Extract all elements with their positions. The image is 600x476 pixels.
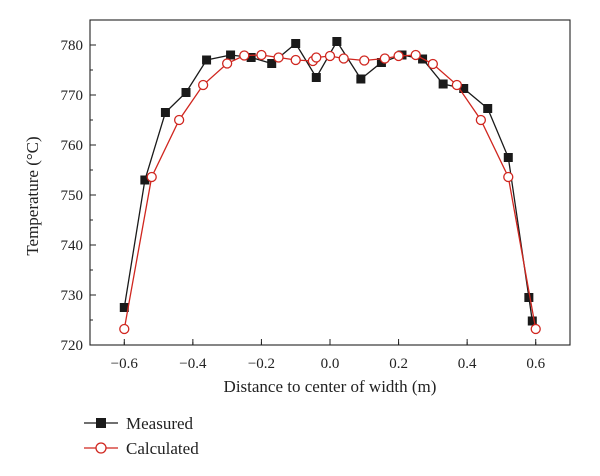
- data-point-calculated: [427, 58, 439, 70]
- data-point-measured: [356, 74, 366, 84]
- y-tick-label: 780: [61, 38, 84, 54]
- x-tick-label: −0.6: [111, 356, 139, 372]
- y-tick-label: 740: [61, 238, 84, 254]
- data-point-calculated: [503, 171, 514, 183]
- data-point-measured: [119, 303, 129, 312]
- x-axis: −0.6 −0.4 −0.2 0.0 0.2 0.4 0.6: [111, 339, 546, 372]
- data-point-calculated: [410, 49, 421, 61]
- data-point-calculated: [119, 323, 130, 335]
- data-point-measured: [483, 104, 493, 113]
- x-tick-label: −0.2: [248, 356, 275, 372]
- x-tick-label: 0.2: [389, 356, 408, 372]
- y-axis: 720 730 740 750 760 770 780: [61, 38, 96, 354]
- data-point-measured: [181, 88, 191, 97]
- data-point-measured: [311, 73, 321, 82]
- data-point-measured: [332, 37, 342, 46]
- series-calculated: [119, 49, 541, 335]
- data-point-measured: [246, 53, 256, 62]
- data-point-measured: [527, 316, 537, 326]
- series-layer: [119, 37, 541, 335]
- data-point-measured: [503, 153, 513, 162]
- data-point-calculated: [197, 79, 209, 91]
- x-tick-label: 0.4: [458, 356, 477, 372]
- data-point-calculated: [451, 79, 463, 91]
- y-axis-title: Temperature (°C): [23, 136, 42, 255]
- legend-label-measured: Measured: [126, 414, 194, 433]
- data-point-calculated: [324, 50, 336, 62]
- data-point-measured: [226, 50, 236, 60]
- plot-area: [89, 19, 571, 346]
- data-point-measured: [267, 59, 277, 68]
- data-point-calculated: [173, 114, 185, 126]
- legend-item-calculated: Calculated: [84, 439, 199, 458]
- series-measured: [119, 37, 537, 326]
- data-point-calculated: [221, 58, 233, 69]
- data-point-calculated: [239, 50, 250, 61]
- data-point-measured: [376, 58, 386, 67]
- data-point-calculated: [290, 54, 301, 66]
- data-point-calculated: [393, 50, 404, 62]
- data-point-calculated: [273, 52, 284, 63]
- data-point-calculated: [379, 53, 391, 64]
- data-point-measured: [459, 84, 469, 93]
- data-point-calculated: [311, 52, 322, 63]
- data-point-measured: [524, 293, 534, 302]
- series-line-calculated: [123, 54, 537, 330]
- data-point-measured: [291, 39, 301, 48]
- y-tick-label: 760: [61, 138, 84, 154]
- plot-border: [89, 19, 571, 346]
- data-point-calculated: [256, 49, 267, 61]
- y-tick-label: 770: [61, 88, 84, 104]
- x-tick-label: 0.0: [321, 356, 340, 372]
- x-axis-title: Distance to center of width (m): [224, 377, 437, 396]
- data-point-measured: [140, 175, 150, 185]
- legend-marker-measured: [96, 418, 106, 428]
- data-point-calculated: [146, 171, 157, 183]
- legend-marker-calculated: [95, 442, 107, 454]
- legend: Measured Calculated: [84, 414, 199, 458]
- y-tick-label: 730: [61, 288, 84, 304]
- data-point-measured: [160, 108, 170, 117]
- data-point-calculated: [475, 114, 487, 126]
- x-tick-label: −0.4: [179, 356, 207, 372]
- data-point-measured: [202, 55, 212, 65]
- data-point-measured: [438, 79, 448, 89]
- y-tick-label: 720: [61, 338, 84, 354]
- data-point-calculated: [359, 55, 370, 66]
- data-point-calculated: [338, 53, 349, 64]
- x-tick-label: 0.6: [526, 356, 545, 372]
- legend-label-calculated: Calculated: [126, 439, 199, 458]
- series-line-measured: [123, 40, 533, 322]
- y-tick-label: 750: [61, 188, 84, 204]
- legend-item-measured: Measured: [84, 414, 194, 433]
- data-point-calculated: [530, 323, 541, 335]
